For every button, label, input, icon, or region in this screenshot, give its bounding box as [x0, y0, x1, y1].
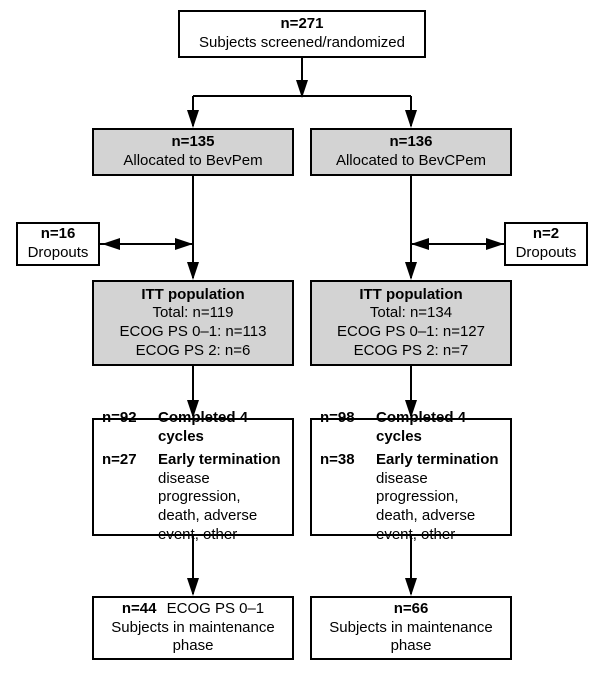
maint-right-n: n=66: [320, 600, 502, 619]
maint-left-ecog01: ECOG PS 0–1: [167, 600, 265, 617]
screened-label: Subjects screened/randomized: [188, 34, 416, 53]
itt-left-ecog2: ECOG PS 2: n=6: [102, 342, 284, 361]
drop-left-n: n=16: [26, 225, 90, 244]
node-screened: n=271 Subjects screened/randomized: [178, 10, 426, 58]
outcome-right-r2-label: Early termination: [376, 451, 502, 470]
flowchart-edges: [0, 0, 603, 696]
drop-left-label: Dropouts: [26, 244, 90, 263]
drop-right-label: Dropouts: [514, 244, 578, 263]
node-drop-left: n=16 Dropouts: [16, 222, 100, 266]
itt-right-total: Total: n=134: [320, 304, 502, 323]
node-itt-right: ITT population Total: n=134 ECOG PS 0–1:…: [310, 280, 512, 366]
node-drop-right: n=2 Dropouts: [504, 222, 588, 266]
itt-left-total: Total: n=119: [102, 304, 284, 323]
node-outcome-left: n=92 Completed 4 cycles n=27 Early termi…: [92, 418, 294, 536]
outcome-left-r2-detail: disease progression, death, adverse even…: [158, 470, 284, 545]
outcome-left-r1-n: n=92: [102, 409, 158, 447]
outcome-left-r2-label: Early termination: [158, 451, 284, 470]
outcome-left-r1-label: Completed 4 cycles: [158, 409, 284, 447]
node-maint-left: n=44 ECOG PS 0–1 Subjects in maintenance…: [92, 596, 294, 660]
itt-left-ecog01: ECOG PS 0–1: n=113: [102, 323, 284, 342]
outcome-left-r2-n: n=27: [102, 451, 158, 545]
alloc-right-n: n=136: [320, 133, 502, 152]
node-itt-left: ITT population Total: n=119 ECOG PS 0–1:…: [92, 280, 294, 366]
itt-left-title: ITT population: [102, 286, 284, 305]
alloc-left-n: n=135: [102, 133, 284, 152]
outcome-right-r2-n: n=38: [320, 451, 376, 545]
itt-right-title: ITT population: [320, 286, 502, 305]
outcome-right-r1-n: n=98: [320, 409, 376, 447]
node-alloc-left: n=135 Allocated to BevPem: [92, 128, 294, 176]
node-maint-right: n=66 Subjects in maintenance phase: [310, 596, 512, 660]
node-alloc-right: n=136 Allocated to BevCPem: [310, 128, 512, 176]
screened-n: n=271: [188, 15, 416, 34]
itt-right-ecog2: ECOG PS 2: n=7: [320, 342, 502, 361]
alloc-right-label: Allocated to BevCPem: [320, 152, 502, 171]
alloc-left-label: Allocated to BevPem: [102, 152, 284, 171]
drop-right-n: n=2: [514, 225, 578, 244]
maint-right-label: Subjects in maintenance phase: [320, 619, 502, 657]
outcome-right-r1-label: Completed 4 cycles: [376, 409, 502, 447]
node-outcome-right: n=98 Completed 4 cycles n=38 Early termi…: [310, 418, 512, 536]
maint-left-label: Subjects in maintenance phase: [102, 619, 284, 657]
itt-right-ecog01: ECOG PS 0–1: n=127: [320, 323, 502, 342]
outcome-right-r2-detail: disease progression, death, adverse even…: [376, 470, 502, 545]
maint-left-n: n=44: [122, 600, 157, 617]
